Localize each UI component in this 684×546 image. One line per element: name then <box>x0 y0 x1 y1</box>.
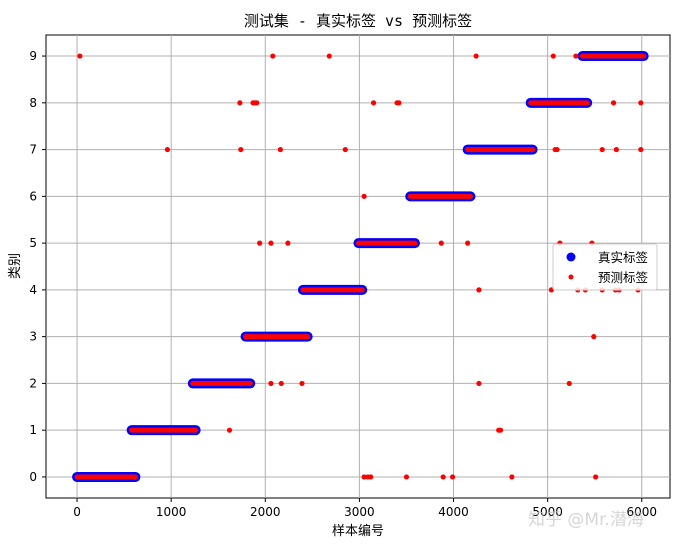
pred-point-outlier <box>554 146 560 153</box>
y-tick-label: 1 <box>29 423 37 437</box>
pred-point-outlier <box>638 100 644 106</box>
pred-point-outlier <box>638 146 644 153</box>
legend-marker-pred <box>568 274 574 280</box>
pred-point-outlier <box>342 146 348 153</box>
pred-point-outlier <box>396 100 402 106</box>
predicted-label-series <box>74 53 647 480</box>
x-axis-label: 样本编号 <box>332 524 384 539</box>
pred-point-outlier <box>566 380 572 387</box>
pred-point-outlier <box>440 474 446 480</box>
pred-point-outlier <box>254 100 260 106</box>
pred-point-outlier <box>257 240 263 246</box>
pred-point-outlier <box>368 474 374 480</box>
y-tick-label: 5 <box>29 236 37 250</box>
pred-point-outlier <box>593 474 599 480</box>
y-tick-label: 2 <box>29 376 37 390</box>
pred-point-outlier <box>270 53 276 59</box>
pred-point-outlier <box>268 240 274 246</box>
pred-point-outlier <box>326 53 332 59</box>
pred-point-outlier <box>299 380 305 387</box>
pred-point-outlier <box>573 53 579 59</box>
legend: 真实标签 预测标签 <box>552 243 658 291</box>
y-tick-label: 0 <box>29 470 37 484</box>
pred-point-outlier <box>476 380 482 387</box>
x-tick-label: 1000 <box>156 505 187 519</box>
y-tick-label: 7 <box>29 143 37 157</box>
x-tick-label: 6000 <box>626 505 657 519</box>
pred-point-outlier <box>613 146 619 153</box>
y-tick-label: 3 <box>29 330 37 344</box>
pred-point-outlier <box>370 100 377 106</box>
legend-label-pred: 预测标签 <box>598 270 649 285</box>
pred-point-outlier <box>237 100 243 106</box>
pred-point-outlier <box>550 53 556 59</box>
y-tick-label: 6 <box>29 189 37 203</box>
axis-ticks: 0 1000 2000 3000 4000 5000 6000 0 1 2 3 4 5 6 7 8 9 <box>29 49 657 519</box>
chart-title: 测试集 - 真实标签 vs 预测标签 <box>244 12 472 30</box>
pred-point-outlier <box>278 380 284 387</box>
pred-point-outlier <box>438 240 444 246</box>
pred-point-outlier <box>268 380 274 387</box>
pred-point-outlier <box>591 334 597 340</box>
x-tick-label: 4000 <box>438 505 469 519</box>
pred-point-outlier <box>277 146 283 153</box>
pred-point-outlier <box>361 474 367 480</box>
legend-marker-true <box>566 252 576 262</box>
pred-point-outlier <box>473 53 479 59</box>
pred-point-outlier <box>77 53 83 59</box>
legend-box <box>552 243 658 291</box>
pred-point-outlier <box>497 427 504 433</box>
pred-point-outlier <box>599 146 605 153</box>
legend-label-true: 真实标签 <box>598 250 649 265</box>
pred-point-outlier <box>164 146 171 153</box>
pred-point-outlier <box>476 287 482 293</box>
x-tick-label: 0 <box>73 505 81 519</box>
y-axis-label: 类别 <box>8 253 23 279</box>
x-tick-label: 3000 <box>344 505 375 519</box>
y-tick-label: 8 <box>29 96 37 110</box>
pred-point-outlier <box>509 474 515 480</box>
y-tick-label: 4 <box>29 283 37 297</box>
x-tick-label: 2000 <box>250 505 281 519</box>
y-tick-label: 9 <box>29 49 37 63</box>
pred-point-outlier <box>610 100 617 106</box>
pred-point-outlier <box>465 240 471 246</box>
x-tick-label: 5000 <box>532 505 563 519</box>
watermark-text: 知乎 @Mr.潜海 <box>528 510 644 530</box>
pred-point-outlier <box>403 474 410 480</box>
pred-point-outlier <box>238 146 244 153</box>
pred-point-outlier <box>285 240 291 246</box>
pred-point-outlier <box>449 474 456 480</box>
pred-point-outlier <box>361 193 367 199</box>
pred-point-outlier <box>226 427 233 433</box>
